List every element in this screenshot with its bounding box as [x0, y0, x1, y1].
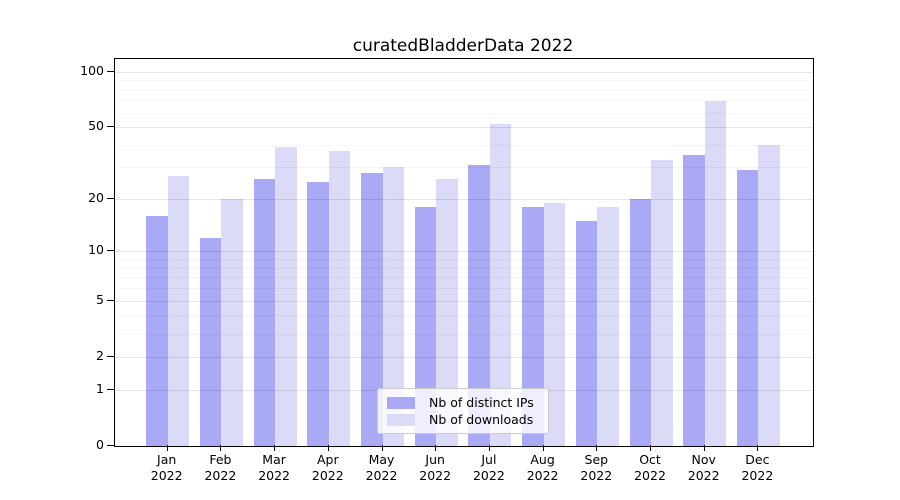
x-tick-label: Dec 2022 — [741, 452, 774, 483]
y-tick-label: 5 — [96, 291, 104, 307]
bar-downloads-feb — [221, 199, 243, 446]
x-tick-label: May 2022 — [365, 452, 398, 483]
x-tick-mark — [220, 445, 222, 451]
legend-swatch-distinct-ips — [387, 396, 415, 409]
bar-distinct-ips-jan — [146, 216, 168, 446]
minor-gridline — [115, 167, 813, 169]
bar-downloads-sep — [597, 207, 619, 446]
chart-title: curatedBladderData 2022 — [352, 36, 574, 56]
major-gridline — [115, 251, 813, 253]
bar-distinct-ips-feb — [199, 237, 222, 446]
x-tick-mark — [488, 445, 490, 451]
bar-downloads-apr — [328, 150, 351, 446]
bar-downloads-jan — [167, 175, 190, 446]
x-tick-mark — [650, 445, 651, 451]
bar-downloads-oct — [651, 159, 673, 446]
minor-gridline — [115, 277, 813, 279]
bar-downloads-jun — [436, 178, 458, 446]
x-tick-label: Sep 2022 — [580, 452, 613, 483]
bar-downloads-mar — [275, 146, 297, 446]
x-tick-mark — [596, 445, 598, 451]
bar-downloads-jul — [489, 123, 512, 446]
y-tick-label: 10 — [88, 242, 104, 258]
bar-distinct-ips-mar — [253, 178, 276, 446]
x-tick-mark — [542, 445, 544, 451]
bar-distinct-ips-may — [361, 172, 383, 446]
x-tick-label: Mar 2022 — [258, 452, 290, 483]
legend-swatch-downloads — [387, 413, 415, 426]
bar-distinct-ips-sep — [575, 221, 598, 446]
x-tick-label: Apr 2022 — [311, 452, 344, 483]
bar-distinct-ips-nov — [683, 155, 705, 446]
legend: Nb of distinct IPs Nb of downloads — [377, 388, 549, 434]
bar-distinct-ips-oct — [629, 199, 651, 446]
major-gridline — [115, 127, 813, 129]
y-tick-mark — [107, 299, 114, 301]
x-tick-mark — [327, 445, 329, 451]
legend-item-downloads: Nb of downloads — [387, 411, 539, 428]
x-tick-mark — [166, 445, 168, 451]
x-tick-mark — [435, 445, 437, 451]
minor-gridline — [115, 333, 813, 335]
x-tick-label: Aug 2022 — [526, 452, 559, 483]
minor-gridline — [115, 112, 813, 114]
minor-gridline — [115, 89, 813, 91]
x-tick-mark — [757, 445, 759, 451]
x-tick-label: Feb 2022 — [204, 452, 237, 483]
minor-gridline — [115, 259, 813, 261]
minor-gridline — [115, 267, 813, 269]
y-tick-label: 50 — [88, 118, 104, 134]
major-gridline — [115, 199, 813, 201]
bar-distinct-ips-dec — [736, 170, 759, 446]
bar-downloads-aug — [543, 202, 566, 446]
x-tick-label: Nov 2022 — [687, 452, 720, 483]
y-tick-mark — [107, 388, 114, 390]
minor-gridline — [115, 100, 813, 102]
y-tick-mark — [107, 126, 114, 128]
bar-distinct-ips-aug — [522, 207, 544, 446]
x-tick-label: Jan 2022 — [150, 452, 183, 483]
minor-gridline — [115, 144, 813, 146]
major-gridline — [115, 356, 813, 358]
legend-label-distinct-ips: Nb of distinct IPs — [429, 395, 534, 410]
y-tick-mark — [107, 70, 114, 72]
minor-gridline — [115, 288, 813, 290]
y-tick-mark — [107, 445, 114, 446]
y-tick-mark — [107, 198, 114, 200]
bar-distinct-ips-apr — [307, 181, 329, 446]
x-tick-label: Jun 2022 — [419, 452, 452, 483]
bar-distinct-ips-jun — [414, 207, 437, 446]
x-tick-mark — [703, 445, 705, 451]
y-tick-label: 0 — [96, 437, 104, 452]
bar-downloads-may — [382, 167, 404, 446]
y-tick-mark — [107, 355, 114, 357]
minor-gridline — [115, 80, 813, 82]
y-tick-label: 100 — [80, 62, 104, 78]
plot-area — [114, 58, 814, 447]
bar-distinct-ips-jul — [468, 164, 490, 446]
x-tick-label: Oct 2022 — [634, 452, 666, 483]
x-tick-mark — [381, 445, 383, 451]
bar-downloads-dec — [758, 144, 780, 446]
legend-item-distinct-ips: Nb of distinct IPs — [387, 394, 539, 411]
x-tick-label: Jul 2022 — [472, 452, 505, 483]
major-gridline — [115, 71, 813, 73]
y-tick-label: 2 — [96, 347, 104, 363]
major-gridline — [115, 300, 813, 302]
bar-downloads-nov — [704, 101, 727, 446]
y-tick-label: 20 — [88, 190, 104, 206]
grid-layer — [115, 59, 813, 446]
y-tick-mark — [107, 250, 114, 252]
legend-label-downloads: Nb of downloads — [429, 412, 534, 427]
minor-gridline — [115, 315, 813, 317]
y-tick-label: 1 — [96, 380, 104, 396]
bars-layer — [115, 59, 813, 446]
x-tick-mark — [274, 445, 276, 451]
